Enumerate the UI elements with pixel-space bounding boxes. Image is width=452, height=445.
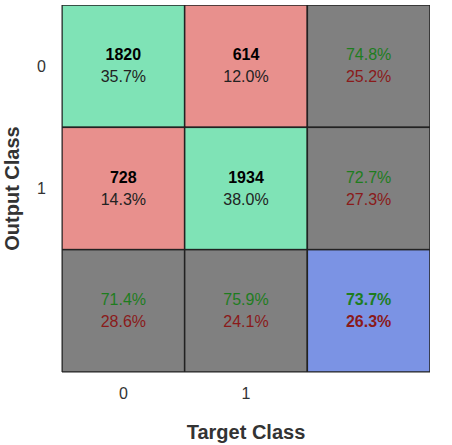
svg-text:75.9%: 75.9%	[223, 291, 268, 308]
svg-text:Output Class: Output Class	[8, 126, 23, 250]
svg-text:38.0%: 38.0%	[223, 191, 268, 208]
svg-text:27.3%: 27.3%	[346, 191, 391, 208]
svg-text:35.7%: 35.7%	[101, 68, 146, 85]
svg-text:25.2%: 25.2%	[346, 68, 391, 85]
svg-text:1820: 1820	[106, 46, 142, 63]
svg-text:614: 614	[233, 46, 260, 63]
svg-text:28.6%: 28.6%	[101, 313, 146, 330]
svg-text:72.7%: 72.7%	[346, 169, 391, 186]
svg-text:1934: 1934	[228, 169, 264, 186]
svg-text:12.0%: 12.0%	[223, 68, 268, 85]
svg-text:74.8%: 74.8%	[346, 46, 391, 63]
svg-text:24.1%: 24.1%	[223, 313, 268, 330]
svg-text:Target Class: Target Class	[187, 421, 306, 443]
svg-text:71.4%: 71.4%	[101, 291, 146, 308]
svg-text:1: 1	[242, 385, 251, 402]
svg-text:728: 728	[110, 169, 137, 186]
svg-text:0: 0	[37, 58, 46, 75]
svg-text:73.7%: 73.7%	[346, 291, 391, 308]
svg-text:0: 0	[119, 385, 128, 402]
svg-text:1: 1	[37, 180, 46, 197]
svg-text:14.3%: 14.3%	[101, 191, 146, 208]
svg-text:26.3%: 26.3%	[346, 313, 391, 330]
